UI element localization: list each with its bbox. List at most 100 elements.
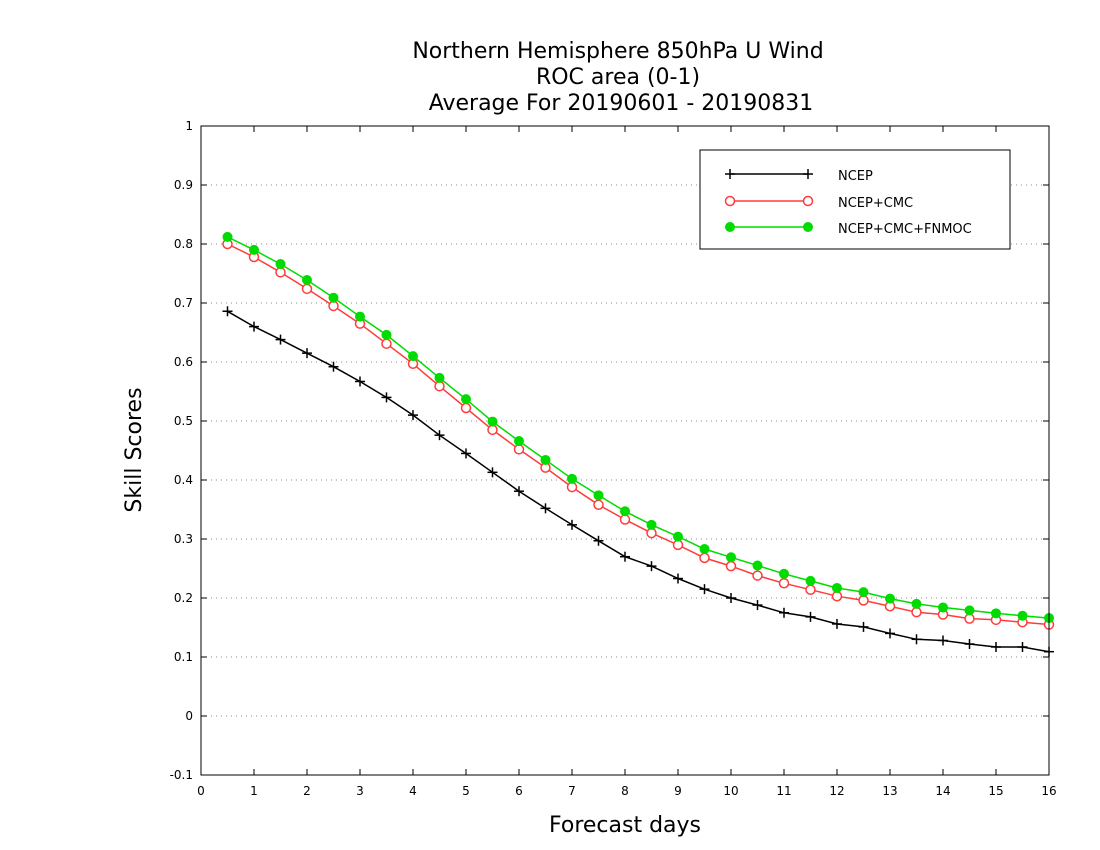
data-point [514,486,524,497]
data-point [805,611,816,622]
data-point [593,499,604,511]
data-point [1017,610,1028,621]
data-point [725,560,737,572]
x-tick-label: 6 [515,784,523,798]
data-point [408,351,418,362]
legend-marker [803,222,813,232]
y-tick-label: 0.7 [174,296,193,310]
y-tick-label: 1 [185,119,193,133]
data-point [302,274,312,285]
data-point [858,595,869,606]
data-point [805,584,816,595]
data-point [487,416,498,427]
data-point [832,582,842,593]
y-tick-label: 0.2 [174,591,193,605]
x-tick-label: 1 [250,784,258,798]
x-tick-label: 10 [723,784,738,798]
data-point [726,593,736,603]
data-point [249,321,259,332]
legend-marks [724,169,814,232]
data-point [673,573,683,584]
data-point [355,311,365,322]
data-point [752,600,763,611]
x-tick-label: 5 [462,784,470,798]
series-layer [222,231,1055,657]
data-point [275,267,286,278]
data-point [328,292,339,303]
data-point [222,306,233,317]
y-tick-label: 0.9 [174,178,193,192]
data-point [381,392,392,403]
legend-marker [724,195,736,207]
data-point [964,639,975,650]
x-tick-label: 14 [935,784,950,798]
y-axis-label: Skill Scores [122,387,147,512]
series-1 [222,238,1055,630]
data-point [672,539,684,551]
x-tick-label: 9 [674,784,682,798]
data-point [328,361,339,372]
legend-label-ncep-cmc: NCEP+CMC [838,196,913,211]
title-line-1: Northern Hemisphere 850hPa U Wind [412,39,823,64]
data-point [646,519,657,530]
data-point [434,380,445,392]
x-tick-label: 11 [776,784,791,798]
data-point [911,598,922,609]
data-point [911,634,922,645]
data-point [778,578,790,589]
data-point [779,568,789,579]
data-point [275,259,286,270]
data-point [964,605,975,616]
data-point [275,334,286,345]
x-tick-label: 12 [829,784,844,798]
x-tick-label: 8 [621,784,629,798]
data-point [567,519,577,530]
data-point [699,544,710,555]
x-tick-label: 0 [197,784,205,798]
y-tick-label: 0.3 [174,532,193,546]
data-point [381,338,392,349]
grid [201,184,1049,717]
data-point [355,376,365,387]
data-point [619,514,631,525]
data-point [514,436,524,447]
x-tick-label: 4 [409,784,417,798]
data-point [620,551,630,562]
data-point [938,602,948,613]
data-point [673,531,683,542]
x-axis-label: Forecast days [549,813,701,838]
data-point [832,618,842,629]
chart-title: Northern Hemisphere 850hPa U Wind ROC ar… [412,39,823,116]
data-point [620,506,630,517]
series-0 [222,306,1054,657]
data-point [566,481,578,493]
legend-marker [802,195,814,207]
y-tick-label: -0.1 [170,768,193,782]
data-point [911,606,922,618]
data-point [222,231,233,242]
data-point [752,570,763,581]
y-tick-label: 0.4 [174,473,193,487]
data-point [593,490,604,501]
data-point [699,584,710,595]
x-tick-label: 13 [882,784,897,798]
legend-label-ncep: NCEP [838,169,873,184]
series-2 [222,231,1054,624]
data-point [699,552,710,564]
data-point [726,552,736,563]
data-point [249,244,259,255]
data-point [434,372,445,383]
data-point [858,621,869,632]
data-point [646,561,657,572]
data-point [831,590,843,602]
legend-marker [803,169,813,179]
legend: NCEP NCEP+CMC NCEP+CMC+FNMOC [699,149,1011,250]
data-point [408,410,418,421]
data-point [540,503,551,514]
legend-box [699,149,1011,250]
data-point [646,527,657,539]
data-point [964,613,975,624]
legend-marker [725,169,735,179]
y-tick-label: 0.1 [174,650,193,664]
y-tick-label: 0.5 [174,414,193,428]
